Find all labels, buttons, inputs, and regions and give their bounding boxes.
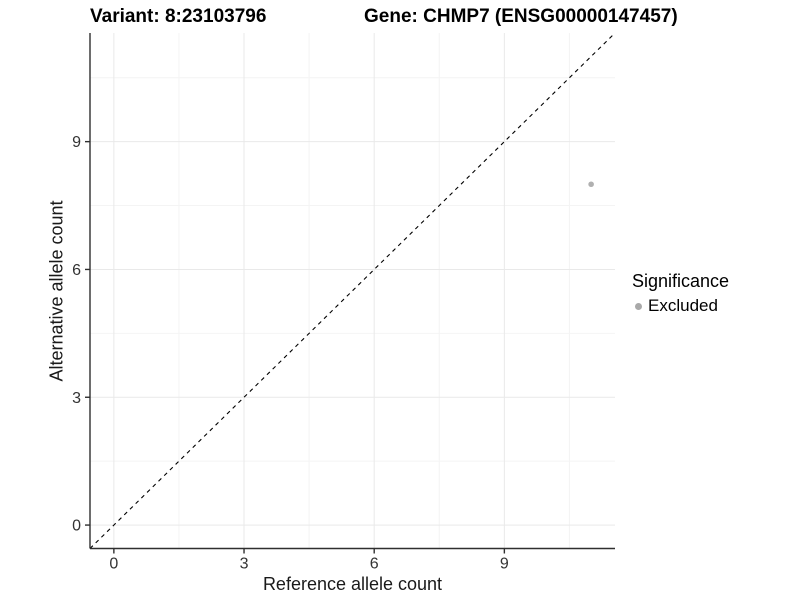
legend-item-excluded: Excluded bbox=[632, 296, 729, 316]
x-tick-label: 3 bbox=[240, 556, 249, 573]
data-point bbox=[588, 181, 594, 188]
legend-key-dot-icon bbox=[635, 302, 642, 310]
y-axis-title: Alternative allele count bbox=[46, 200, 67, 382]
x-tick-label: 9 bbox=[500, 556, 509, 573]
variant-title: Variant: 8:23103796 bbox=[90, 6, 267, 27]
legend-item-label: Excluded bbox=[648, 296, 718, 315]
x-tick-label: 6 bbox=[370, 556, 379, 573]
y-tick-label: 9 bbox=[72, 134, 81, 151]
x-axis-title: Reference allele count bbox=[262, 574, 443, 594]
legend: Significance Excluded bbox=[632, 271, 729, 316]
y-tick-label: 0 bbox=[72, 518, 81, 535]
y-tick-label: 6 bbox=[72, 262, 81, 279]
y-tick-label: 3 bbox=[72, 390, 81, 407]
legend-title: Significance bbox=[632, 271, 730, 291]
identity-line bbox=[89, 32, 616, 549]
gene-title: Gene: CHMP7 (ENSG00000147457) bbox=[364, 6, 678, 27]
x-tick-label: 0 bbox=[109, 556, 118, 573]
